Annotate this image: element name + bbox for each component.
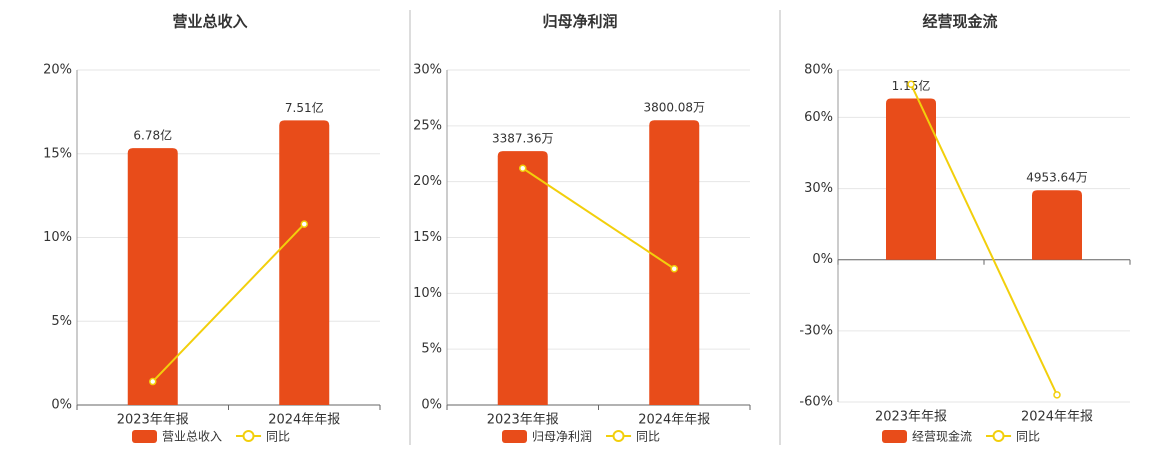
y-tick-label: -60%	[799, 395, 833, 410]
y-tick-label: 60%	[804, 110, 833, 125]
legend-marker	[612, 430, 625, 442]
x-tick-label: 2023年年报	[117, 413, 189, 428]
x-tick-label: 2024年年报	[268, 413, 340, 428]
y-tick-label: 10%	[43, 230, 72, 245]
y-tick-label: 15%	[43, 146, 72, 161]
bar	[127, 148, 178, 405]
legend-swatch	[502, 430, 527, 443]
bar	[886, 98, 936, 260]
line	[910, 83, 1058, 396]
legend-label: 同比	[636, 430, 660, 444]
value-label: 3387.36万	[492, 132, 554, 146]
legend-marker	[242, 430, 255, 442]
y-tick-label: 15%	[413, 230, 442, 245]
legend-label: 经营现金流	[912, 429, 972, 444]
y-tick-label: -30%	[799, 323, 833, 338]
bar	[497, 151, 548, 405]
y-tick-label: 30%	[804, 181, 833, 196]
line	[522, 167, 675, 270]
y-tick-label: 0%	[421, 398, 442, 413]
chart-title: 归母净利润	[542, 13, 617, 31]
x-tick-label: 2024年年报	[638, 413, 710, 428]
line	[152, 223, 305, 383]
chart-title: 经营现金流	[922, 13, 997, 31]
line-point	[1053, 391, 1061, 399]
y-tick-label: 20%	[43, 63, 72, 78]
y-tick-label: 10%	[413, 286, 442, 301]
y-tick-label: 5%	[51, 314, 72, 329]
x-tick-label: 2024年年报	[1021, 410, 1093, 425]
y-tick-label: 25%	[413, 118, 442, 133]
line-point	[149, 377, 157, 386]
legend-label: 同比	[1016, 430, 1040, 444]
value-label: 6.78亿	[133, 128, 172, 143]
legend-swatch	[132, 430, 157, 443]
chart-title: 营业总收入	[172, 13, 247, 31]
y-tick-label: 20%	[413, 174, 442, 189]
y-tick-label: 30%	[413, 63, 442, 78]
legend-label: 营业总收入	[162, 430, 222, 444]
legend-marker	[992, 430, 1005, 442]
legend-label: 归母净利润	[532, 430, 592, 444]
line-point	[907, 80, 915, 88]
x-tick-label: 2023年年报	[875, 410, 947, 425]
y-tick-label: 0%	[51, 398, 72, 413]
value-label: 7.51亿	[285, 100, 324, 115]
y-tick-label: 0%	[812, 252, 833, 267]
x-tick-label: 2023年年报	[487, 413, 559, 428]
value-label: 4953.64万	[1026, 171, 1088, 185]
value-label: 3800.08万	[643, 101, 705, 115]
y-tick-label: 80%	[804, 63, 833, 78]
bar	[1032, 190, 1082, 260]
bar	[649, 120, 700, 405]
bar	[279, 120, 330, 405]
line-point	[300, 220, 308, 228]
legend-label: 同比	[266, 430, 290, 444]
line-point	[670, 265, 678, 273]
line-point	[519, 164, 527, 173]
legend-swatch	[882, 430, 907, 443]
y-tick-label: 5%	[421, 342, 442, 357]
